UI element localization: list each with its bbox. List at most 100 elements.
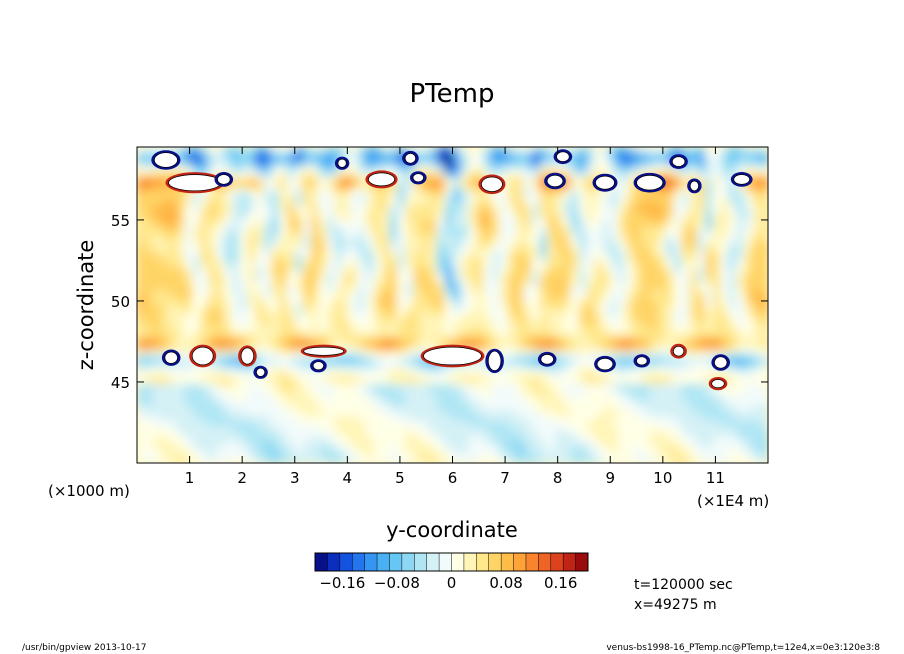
heatmap-cell [681, 294, 690, 301]
heatmap-cell [515, 315, 525, 322]
heatmap-cell [602, 441, 611, 448]
heatmap-cell [507, 331, 517, 338]
heatmap-cell [744, 389, 753, 396]
heatmap-cell [641, 410, 651, 417]
heatmap-cell [160, 204, 170, 211]
heatmap-cell [491, 294, 501, 301]
heatmap-cell [286, 341, 296, 348]
heatmap-cell [468, 299, 477, 306]
heatmap-cell [752, 283, 761, 290]
heatmap-cell [665, 252, 674, 259]
heatmap-cell [444, 420, 454, 427]
heatmap-cell [389, 352, 398, 359]
heatmap-cell [712, 394, 722, 401]
heatmap-cell [760, 389, 768, 396]
heatmap-cell [278, 362, 288, 369]
heatmap-cell [436, 315, 446, 322]
heatmap-cell [436, 420, 446, 427]
heatmap-cell [200, 457, 209, 463]
heatmap-cell [491, 220, 501, 227]
heatmap-cell [515, 378, 525, 385]
heatmap-cell [460, 189, 469, 195]
heatmap-cell [673, 389, 682, 396]
heatmap-cell [452, 257, 461, 264]
heatmap-cell [223, 210, 233, 217]
heatmap-cell [200, 247, 209, 253]
heatmap-cell [436, 262, 446, 269]
heatmap-cell [744, 405, 753, 411]
heatmap-cell [555, 447, 564, 454]
heatmap-cell [231, 331, 241, 338]
heatmap-cell [223, 336, 233, 343]
heatmap-cell [231, 210, 241, 217]
heatmap-cell [657, 147, 667, 153]
heatmap-cell [365, 362, 375, 369]
heatmap-cell [728, 368, 738, 375]
heatmap-cell [689, 405, 698, 411]
heatmap-cell [397, 226, 406, 232]
heatmap-cell [144, 194, 154, 201]
heatmap-cell [444, 273, 454, 280]
heatmap-cell [381, 373, 390, 380]
heatmap-cell [633, 257, 643, 264]
heatmap-cell [586, 347, 596, 353]
heatmap-cell [460, 220, 469, 227]
heatmap-cell [192, 305, 201, 311]
heatmap-cell [144, 162, 154, 169]
heatmap-cell [697, 315, 706, 322]
heatmap-cell [334, 336, 343, 343]
heatmap-cell [413, 352, 422, 359]
heatmap-cell [673, 173, 682, 180]
heatmap-cell [239, 441, 249, 448]
heatmap-cell [539, 162, 548, 169]
heatmap-cell [231, 457, 241, 463]
heatmap-cell [507, 162, 517, 169]
heatmap-cell [570, 268, 580, 274]
heatmap-cell [255, 357, 264, 364]
heatmap-cell [744, 447, 753, 454]
heatmap-cell [641, 273, 651, 280]
heatmap-cell [491, 231, 501, 238]
heatmap-cell [665, 326, 674, 332]
heatmap-cell [334, 220, 343, 227]
heatmap-cell [318, 384, 327, 390]
heatmap-cell [200, 394, 209, 401]
heatmap-cell [539, 389, 548, 396]
heatmap-cell [255, 215, 264, 222]
heatmap-cell [397, 368, 406, 375]
heatmap-cell [618, 373, 627, 380]
heatmap-cell [507, 241, 517, 248]
heatmap-cell [389, 273, 398, 280]
heatmap-cell [176, 241, 185, 248]
heatmap-cell [744, 294, 753, 301]
heatmap-cell [689, 289, 698, 296]
heatmap-cell [681, 341, 690, 348]
heatmap-cell [586, 331, 596, 338]
heatmap-cell [665, 178, 674, 185]
heatmap-cell [744, 431, 753, 438]
heatmap-cell [152, 357, 162, 364]
heatmap-cell [381, 226, 390, 232]
heatmap-cell [373, 157, 383, 164]
heatmap-cell [231, 415, 241, 422]
heatmap-cell [491, 405, 501, 411]
heatmap-cell [263, 215, 272, 222]
heatmap-cell [689, 341, 698, 348]
heatmap-cell [231, 420, 241, 427]
heatmap-cell [507, 357, 517, 364]
heatmap-cell [310, 241, 320, 248]
heatmap-cell [342, 215, 351, 222]
heatmap-cell [578, 231, 588, 238]
heatmap-cell [239, 394, 249, 401]
heatmap-cell [397, 273, 406, 280]
heatmap-cell [689, 420, 698, 427]
heatmap-cell [689, 426, 698, 432]
heatmap-cell [389, 252, 398, 259]
heatmap-cell [413, 278, 422, 285]
heatmap-cell [515, 294, 525, 301]
heatmap-cell [491, 415, 501, 422]
heatmap-cell [602, 204, 611, 211]
heatmap-cell [641, 152, 651, 159]
heatmap-cell [428, 147, 438, 153]
heatmap-cell [760, 320, 768, 327]
